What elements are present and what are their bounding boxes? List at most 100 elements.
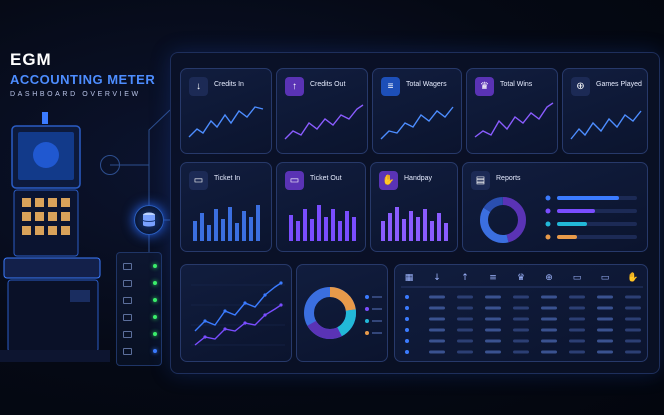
- reports-donut: [480, 195, 637, 243]
- table-cell: [485, 328, 501, 332]
- table-row-marker: [405, 306, 409, 310]
- bar-sparkline: [381, 207, 448, 241]
- brand-tagline: DASHBOARD OVERVIEW: [10, 91, 141, 98]
- table-cell: [429, 306, 445, 310]
- card-trend-chart[interactable]: [180, 264, 292, 362]
- table-cell: [457, 306, 473, 310]
- brand-subtitle: ACCOUNTING METER: [10, 72, 156, 87]
- card-title: Ticket In: [214, 175, 241, 182]
- table-row-marker: [405, 350, 409, 354]
- table-cell: [457, 317, 473, 321]
- slot-machine-icon: [0, 112, 110, 362]
- table-cell: [597, 295, 613, 299]
- table-cell: [513, 328, 529, 332]
- line-sparkline: [188, 106, 264, 138]
- hand-money-icon: ✋: [627, 271, 638, 283]
- table-cell: [485, 339, 501, 343]
- table-cell: [485, 295, 501, 299]
- table-cell: [597, 328, 613, 332]
- card-handpay[interactable]: ✋ Handpay: [370, 162, 458, 252]
- card-credits-out[interactable]: ↑ Credits Out: [276, 68, 368, 154]
- arrow-up-icon: ↑: [285, 77, 304, 96]
- table-cell: [569, 339, 585, 343]
- database-hub: [134, 205, 164, 235]
- table-cell: [569, 350, 585, 354]
- table-cell: [597, 306, 613, 310]
- card-total-wagers[interactable]: ≡ Total Wagers: [372, 68, 462, 154]
- table-cell: [485, 306, 501, 310]
- brand-title: EGM: [10, 50, 52, 69]
- gamepad-icon: ⊕: [571, 77, 590, 96]
- card-title: Credits Out: [310, 81, 346, 88]
- table-cell: [541, 295, 557, 299]
- line-sparkline: [380, 106, 454, 140]
- document-icon: ▤: [471, 171, 490, 190]
- coins-icon: ≡: [381, 77, 400, 96]
- meter-table[interactable]: ▦ ↓ ↑ ≡ ♛ ⊕ ▭ ▭ ✋: [394, 264, 648, 362]
- table-row-marker: [405, 295, 409, 299]
- card-ticket-in[interactable]: ▭ Ticket In: [180, 162, 272, 252]
- table-cell: [541, 339, 557, 343]
- table-cell: [429, 339, 445, 343]
- table-cell: [625, 328, 641, 332]
- card-ticket-out[interactable]: ▭ Ticket Out: [276, 162, 366, 252]
- table-cell: [513, 295, 529, 299]
- table-cell: [429, 350, 445, 354]
- table-cell: [597, 350, 613, 354]
- table-cell: [429, 295, 445, 299]
- table-cell: [569, 317, 585, 321]
- database-icon: [142, 212, 156, 227]
- card-title: Handpay: [404, 175, 433, 182]
- card-title: Credits In: [214, 81, 244, 88]
- table-cell: [457, 295, 473, 299]
- table-cell: [457, 350, 473, 354]
- dual-line-chart: [191, 281, 285, 346]
- table-cell: [541, 317, 557, 321]
- table-cell: [541, 350, 557, 354]
- arrow-up-icon: ↑: [461, 273, 469, 283]
- table-cell: [569, 295, 585, 299]
- table-cell: [457, 339, 473, 343]
- table-cell: [625, 295, 641, 299]
- line-sparkline: [284, 104, 364, 140]
- line-sparkline: [570, 110, 642, 140]
- distribution-donut: [304, 287, 382, 339]
- table-row-marker: [405, 339, 409, 343]
- table-row-marker: [405, 328, 409, 332]
- line-sparkline: [474, 102, 554, 138]
- table-cell: [569, 306, 585, 310]
- table-cell: [457, 328, 473, 332]
- table-cell: [625, 339, 641, 343]
- arrow-down-icon: ↓: [189, 77, 208, 96]
- arrow-down-icon: ↓: [433, 273, 441, 283]
- table-cell: [597, 339, 613, 343]
- card-title: Total Wins: [500, 81, 533, 88]
- card-total-wins[interactable]: ♛ Total Wins: [466, 68, 558, 154]
- table-cell: [569, 328, 585, 332]
- card-games-played[interactable]: ⊕ Games Played: [562, 68, 648, 154]
- coins-icon: ≡: [489, 273, 497, 283]
- table-cell: [625, 317, 641, 321]
- calendar-icon: ▦: [405, 273, 414, 283]
- table-cell: [625, 350, 641, 354]
- card-reports[interactable]: ▤ Reports: [462, 162, 648, 252]
- table-cell: [429, 317, 445, 321]
- table-row-marker: [405, 317, 409, 321]
- table-cell: [625, 306, 641, 310]
- table-cell: [597, 317, 613, 321]
- card-distribution-donut[interactable]: [296, 264, 388, 362]
- card-title: Total Wagers: [406, 81, 447, 88]
- table-cell: [541, 328, 557, 332]
- table-cell: [485, 317, 501, 321]
- card-title: Games Played: [596, 81, 642, 88]
- card-title: Reports: [496, 175, 521, 182]
- ticket-icon: ▭: [573, 273, 582, 283]
- server-rack: [116, 252, 162, 366]
- gamepad-icon: ⊕: [545, 273, 553, 283]
- bar-sparkline: [289, 205, 356, 241]
- table-cell: [541, 306, 557, 310]
- table-cell: [513, 306, 529, 310]
- card-credits-in[interactable]: ↓ Credits In: [180, 68, 272, 154]
- hand-money-icon: ✋: [379, 171, 398, 190]
